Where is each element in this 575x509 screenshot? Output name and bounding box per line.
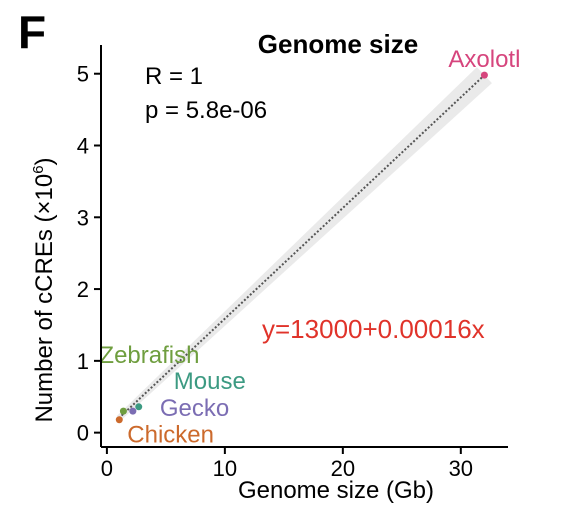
y-tick-label: 3 <box>77 205 89 230</box>
y-tick-label: 1 <box>77 349 89 374</box>
r-value: R = 1 <box>145 63 203 90</box>
point-label: Gecko <box>160 395 229 422</box>
y-tick-label: 4 <box>77 134 89 159</box>
x-axis-ticks: 0 10 20 30 <box>101 447 473 481</box>
y-axis-label-superscript: 6 <box>30 165 47 173</box>
x-axis-label: Genome size (Gb) <box>238 477 434 504</box>
point-label: Mouse <box>174 368 246 395</box>
y-tick-label: 0 <box>77 421 89 446</box>
x-tick-label: 0 <box>101 456 113 481</box>
x-tick-label: 20 <box>331 456 355 481</box>
point-label: Zebrafish <box>99 342 199 369</box>
x-tick-label: 10 <box>213 456 237 481</box>
point-label: Chicken <box>127 422 214 449</box>
p-value: p = 5.8e-06 <box>145 97 267 124</box>
data-point <box>129 407 137 415</box>
y-axis-label: Number of cCREs (×106) <box>30 157 58 422</box>
regression-equation: y=13000+0.00016x <box>262 314 485 344</box>
data-point <box>480 71 488 79</box>
regression-line <box>118 74 486 420</box>
x-tick-label: 30 <box>449 456 473 481</box>
point-label: Axolotl <box>448 46 520 73</box>
y-axis-label-main: Number of cCREs (×10 <box>31 174 58 423</box>
data-point <box>115 416 123 424</box>
data-point <box>135 403 143 411</box>
panel-label: F <box>18 6 46 58</box>
y-tick-label: 2 <box>77 277 89 302</box>
y-axis-label-end: ) <box>31 157 58 165</box>
chart-title: Genome size <box>258 29 418 59</box>
data-point <box>119 407 127 415</box>
y-tick-label: 5 <box>77 62 89 87</box>
y-axis-ticks: 0 1 2 3 4 5 <box>77 62 101 446</box>
